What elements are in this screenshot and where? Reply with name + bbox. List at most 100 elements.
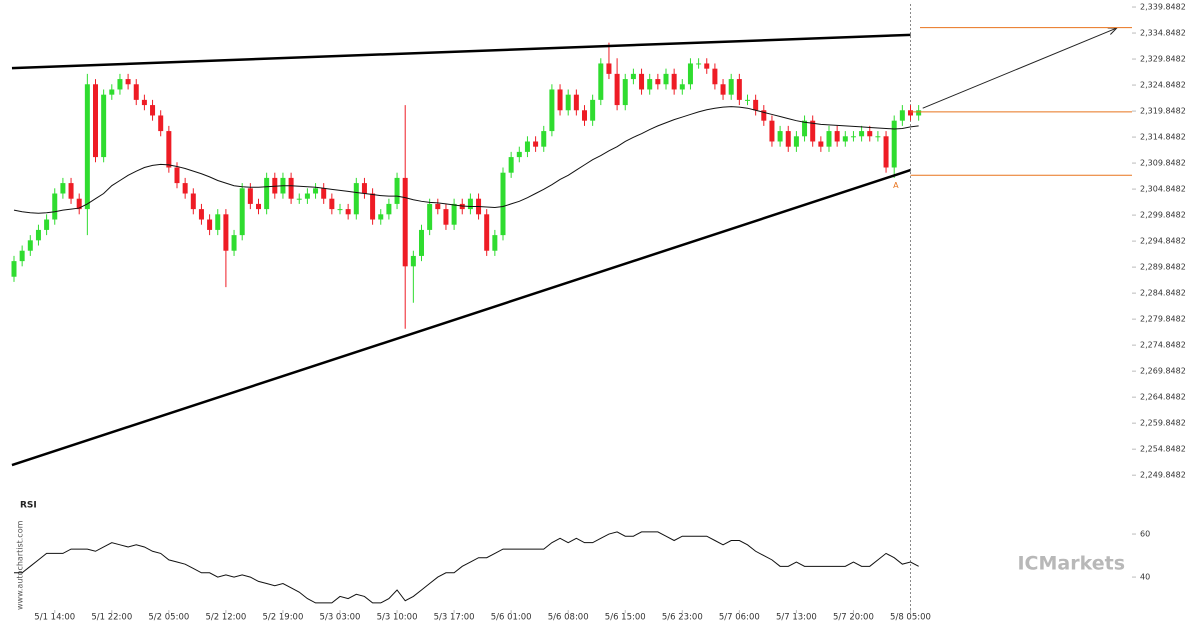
candle-body: [427, 203, 433, 230]
candle-body: [264, 177, 270, 210]
candle-body: [288, 177, 294, 199]
x-tick-label: 5/2 19:00: [263, 613, 304, 623]
candle-body: [435, 203, 441, 210]
y-tick-label: 2,254.8482: [1140, 445, 1186, 454]
y-tick-label: 2,274.8482: [1140, 341, 1186, 350]
candle-body: [557, 89, 563, 111]
candle-body: [875, 136, 881, 138]
candle-body: [272, 177, 278, 194]
y-tick-label: 2,259.8482: [1140, 419, 1186, 428]
candle-body: [622, 79, 628, 106]
candle-body: [190, 193, 196, 210]
candle-body: [321, 188, 327, 199]
x-tick-label: 5/7 13:00: [776, 613, 817, 623]
candle-body: [891, 120, 897, 168]
candle-body: [736, 79, 742, 100]
watermark: www.autochartist.com: [16, 520, 25, 610]
y-tick-label: 2,284.8482: [1140, 289, 1186, 298]
candle-body: [565, 94, 571, 111]
candle-body: [125, 79, 131, 85]
x-tick-label: 5/6 15:00: [605, 613, 646, 623]
candle-body: [687, 63, 693, 85]
candle-body: [84, 84, 90, 210]
candle-body: [679, 84, 685, 90]
candle-body: [753, 99, 759, 111]
candle-body: [769, 120, 775, 142]
candle-body: [304, 193, 310, 199]
rsi-y-tick-label: 60: [1140, 530, 1150, 539]
candle-body: [386, 203, 392, 215]
candle-body: [492, 235, 498, 251]
candle-body: [182, 183, 188, 194]
candle-body: [150, 105, 156, 116]
candle-body: [899, 110, 905, 121]
x-tick-label: 5/6 01:00: [491, 613, 532, 623]
candle-body: [394, 177, 400, 204]
y-tick-label: 2,334.8482: [1140, 29, 1186, 38]
y-tick-label: 2,299.8482: [1140, 211, 1186, 220]
candle-body: [443, 209, 449, 225]
candle-body: [247, 188, 253, 204]
x-tick-label: 5/3 17:00: [434, 613, 475, 623]
candle-body: [859, 131, 865, 137]
moving-average-line: [13, 106, 919, 214]
candle-body: [614, 73, 620, 106]
projection-line: [922, 27, 1117, 109]
candle-body: [785, 131, 791, 147]
candle-body: [207, 219, 213, 230]
candle-body: [345, 209, 351, 215]
candle-body: [239, 188, 245, 236]
candle-body: [630, 73, 636, 80]
y-tick-label: 2,249.8482: [1140, 471, 1186, 480]
x-tick-label: 5/2 12:00: [205, 613, 246, 623]
candle-body: [508, 157, 514, 173]
y-tick-label: 2,304.8482: [1140, 185, 1186, 194]
candle-body: [467, 198, 473, 210]
candle-body: [158, 115, 164, 132]
x-tick-label: 5/2 05:00: [148, 613, 189, 623]
candle-body: [582, 110, 587, 121]
candle-body: [353, 183, 359, 215]
candle-body: [329, 198, 335, 210]
candle-body: [27, 240, 33, 251]
candle-body: [11, 261, 17, 277]
candle-body: [606, 63, 612, 74]
candle-body: [419, 229, 424, 256]
x-tick-label: 5/1 14:00: [34, 613, 75, 623]
candle-body: [728, 79, 734, 95]
candle-body: [745, 99, 750, 101]
candle-body: [76, 198, 82, 210]
rsi-y-tick-label: 40: [1140, 573, 1150, 582]
candle-body: [215, 214, 221, 230]
candle-body: [174, 167, 180, 184]
candle-body: [500, 172, 506, 236]
candle-body: [826, 131, 832, 147]
candle-body: [524, 141, 530, 152]
candle-body: [52, 193, 58, 220]
rsi-line: [14, 531, 919, 604]
candle-body: [19, 250, 25, 262]
candle-body: [598, 63, 604, 100]
x-tick-label: 5/7 20:00: [833, 613, 874, 623]
candle-body: [541, 131, 547, 147]
x-tick-label: 5/6 23:00: [662, 613, 703, 623]
candle-body: [671, 73, 677, 90]
candle-body: [573, 94, 579, 111]
candle-body: [484, 214, 490, 251]
candle-body: [549, 89, 555, 132]
candle-body: [256, 203, 261, 210]
candle-body: [810, 120, 816, 142]
candle-body: [166, 131, 172, 168]
candle-body: [93, 84, 98, 158]
y-tick-label: 2,294.8482: [1140, 237, 1186, 246]
candle-body: [101, 94, 107, 158]
y-tick-label: 2,324.8482: [1140, 81, 1186, 90]
y-tick-label: 2,339.8482: [1140, 3, 1186, 12]
y-tick-label: 2,289.8482: [1140, 263, 1186, 272]
candle-body: [663, 73, 669, 85]
candle-body: [35, 229, 41, 241]
y-tick-label: 2,264.8482: [1140, 393, 1186, 402]
candle-body: [712, 68, 718, 85]
rsi-title: RSI: [20, 501, 37, 511]
